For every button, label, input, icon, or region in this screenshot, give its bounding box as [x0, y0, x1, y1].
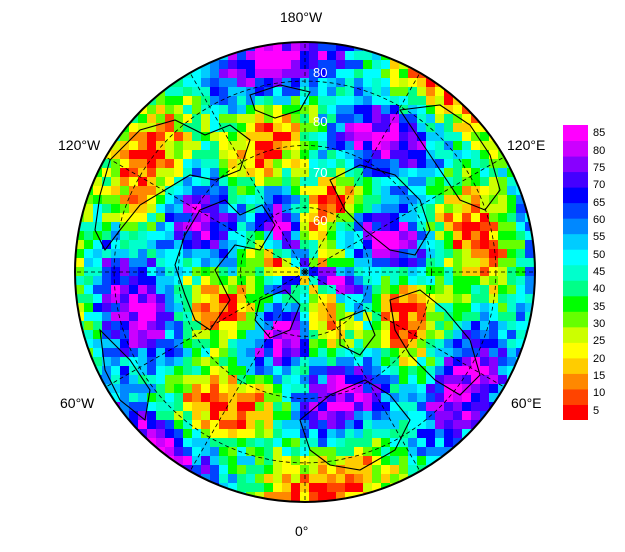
- colorbar-swatch: [563, 357, 588, 374]
- meridian-line: [105, 156, 306, 273]
- colorbar-tick-label: 35: [593, 300, 606, 313]
- colorbar: [563, 125, 588, 420]
- colorbar-swatch: [563, 125, 588, 142]
- meridian-line: [304, 271, 505, 388]
- colorbar-swatch: [563, 264, 588, 281]
- meridian-line: [189, 72, 306, 273]
- meridian-line: [105, 271, 306, 388]
- colorbar-swatch: [563, 156, 588, 173]
- colorbar-tick-label: 85: [593, 127, 606, 140]
- data-field-raster: [75, 42, 535, 502]
- colorbar-swatch: [563, 202, 588, 219]
- meridian-line: [304, 72, 421, 273]
- colorbar-tick-label: 50: [593, 248, 606, 261]
- colorbar-tick-label: 70: [593, 179, 606, 192]
- colorbar-swatch: [563, 342, 588, 359]
- colorbar-tick-label: 15: [593, 370, 606, 383]
- colorbar-swatch: [563, 171, 588, 188]
- latitude-label: 60: [313, 213, 327, 228]
- coastline-outline: [249, 84, 311, 119]
- meridian-line: [304, 156, 505, 273]
- colorbar-tick-label: 55: [593, 231, 606, 244]
- colorbar-swatch: [563, 295, 588, 312]
- coastline-outline: [329, 164, 431, 256]
- latitude-label: 80: [313, 114, 327, 129]
- colorbar-swatch: [563, 218, 588, 235]
- coastline-outline: [299, 379, 411, 471]
- colorbar-swatch: [563, 249, 588, 266]
- colorbar-tick-label: 10: [593, 387, 606, 400]
- coastline-outline: [174, 199, 276, 331]
- colorbar-tick-label: 30: [593, 318, 606, 331]
- colorbar-tick-label: 75: [593, 161, 606, 174]
- colorbar-swatch: [563, 388, 588, 405]
- colorbar-swatch: [563, 233, 588, 250]
- colorbar-swatch: [563, 326, 588, 343]
- colorbar-swatch: [563, 311, 588, 328]
- coastline-outline: [399, 104, 501, 211]
- colorbar-tick-label: 20: [593, 352, 606, 365]
- latitude-label: 80: [313, 65, 327, 80]
- lon-label-0: 0°: [295, 523, 309, 539]
- colorbar-tick-label: 40: [593, 283, 606, 296]
- colorbar-swatch: [563, 280, 588, 297]
- meridian-line: [189, 271, 306, 472]
- colorbar-swatch: [563, 187, 588, 204]
- colorbar-tick-label: 60: [593, 213, 606, 226]
- colorbar-tick-label: 65: [593, 196, 606, 209]
- coastline-outline: [389, 289, 481, 396]
- colorbar-swatch: [563, 373, 588, 390]
- lon-label-60w: 60°W: [60, 395, 95, 411]
- colorbar-tick-label: 45: [593, 266, 606, 278]
- latitude-labels: 80 80 70 60: [313, 65, 327, 228]
- coastline-outline: [254, 289, 301, 339]
- lon-label-180w: 180°W: [280, 9, 323, 25]
- colorbar-tick-label: 5: [593, 404, 600, 417]
- coastline-outline: [99, 328, 151, 422]
- colorbar-tick-label: 80: [593, 144, 606, 157]
- coastline-outline: [94, 119, 251, 252]
- colorbar-swatch: [563, 404, 588, 420]
- lon-label-120e: 120°E: [507, 137, 546, 153]
- coastlines: [94, 84, 501, 471]
- graticule: [75, 42, 535, 502]
- coastline-outline: [339, 309, 376, 356]
- lon-label-120w: 120°W: [58, 137, 101, 153]
- colorbar-tick-label: 25: [593, 335, 606, 348]
- meridian-line: [304, 271, 421, 472]
- lon-label-60e: 60°E: [511, 395, 542, 411]
- latitude-label: 70: [313, 165, 327, 180]
- colorbar-swatch: [563, 140, 588, 157]
- map-border: [74, 41, 536, 503]
